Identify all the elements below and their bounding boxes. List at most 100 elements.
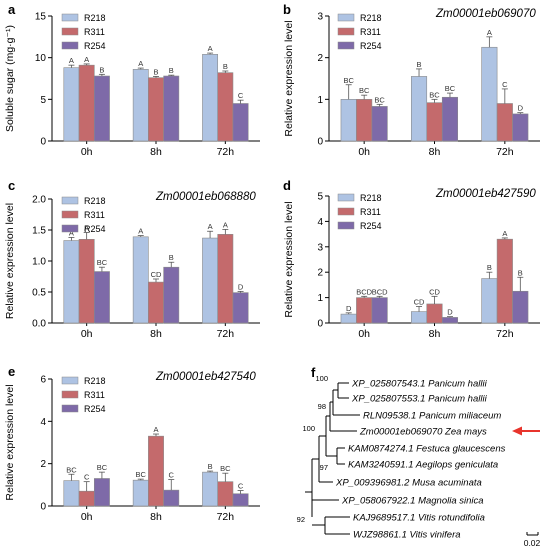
bar-R311-0h <box>356 99 373 142</box>
y-tick-label: 0.0 <box>32 319 46 330</box>
y-tick-label: 1.5 <box>32 226 46 237</box>
y-axis-label: Soluble sugar (mg·g⁻¹) <box>4 25 16 132</box>
significance-letter: BC <box>136 470 147 479</box>
x-tick-label: 72h <box>217 146 235 158</box>
panel-letter-f: f <box>311 365 316 380</box>
significance-letter: BC <box>66 465 77 474</box>
significance-letter: A <box>84 223 89 232</box>
x-tick-label: 8h <box>150 511 162 523</box>
significance-letter: B <box>169 66 174 75</box>
y-tick-label: 5 <box>317 192 323 203</box>
significance-letter: A <box>223 220 228 229</box>
significance-letter: BC <box>359 86 370 95</box>
legend-swatch-R311 <box>61 210 79 219</box>
significance-letter: BC <box>374 95 385 104</box>
x-tick-label: 0h <box>81 511 93 523</box>
bar-R218-8h <box>132 69 149 142</box>
bar-R254-72h <box>232 103 249 142</box>
bar-R254-72h <box>232 493 249 507</box>
significance-letter: D <box>447 308 453 317</box>
y-tick-label: 0.5 <box>32 288 46 299</box>
significance-letter: D <box>238 282 244 291</box>
legend-swatch-R254 <box>61 41 79 50</box>
bootstrap-value: 92 <box>297 515 305 524</box>
tree-leaf-label: Zm00001eb069070 Zea mays <box>359 427 487 438</box>
legend-label: R218 <box>84 13 106 23</box>
significance-letter: B <box>99 65 104 74</box>
significance-letter: A <box>487 28 492 37</box>
legend-label: R218 <box>84 196 106 206</box>
bar-R218-72h <box>481 278 498 324</box>
tree-leaf-label: XP_025807553.1 Panicum hallii <box>351 394 488 405</box>
bar-R311-0h <box>78 239 95 324</box>
bar-R311-0h <box>356 297 373 324</box>
legend-label: R254 <box>84 224 106 234</box>
chart-title: Zm00001eb427540 <box>155 371 256 383</box>
legend-swatch-R311 <box>337 207 355 216</box>
panel-letter-a: a <box>8 2 16 17</box>
legend-label: R218 <box>360 193 382 203</box>
significance-letter: D <box>518 104 524 113</box>
x-tick-label: 72h <box>496 328 514 340</box>
bar-R218-8h <box>410 311 428 324</box>
x-tick-label: 0h <box>81 146 93 158</box>
significance-letter: CD <box>151 270 162 279</box>
significance-letter: C <box>502 80 508 89</box>
y-tick-label: 4 <box>40 417 46 428</box>
bar-R254-0h <box>93 271 110 324</box>
bootstrap-value: 100 <box>315 374 328 383</box>
tree-leaf-label: XP_025807543.1 Panicum hallii <box>351 379 488 390</box>
y-tick-label: 3 <box>317 12 323 23</box>
significance-letter: A <box>208 44 213 53</box>
bar-R218-0h <box>63 480 80 507</box>
legend-label: R311 <box>84 390 105 400</box>
chart-title: Zm00001eb069070 <box>435 8 536 20</box>
legend-swatch-R254 <box>337 221 355 230</box>
y-tick-label: 2.0 <box>32 195 46 206</box>
tree-leaf-label: WJZ98861.1 Vitis vinifera <box>353 530 461 541</box>
significance-letter: A <box>138 227 143 236</box>
bar-R218-0h <box>63 240 80 324</box>
y-tick-label: 2 <box>40 459 46 470</box>
bar-R311-72h <box>496 103 513 142</box>
legend-label: R311 <box>360 27 381 37</box>
y-tick-label: 2 <box>317 53 323 64</box>
bootstrap-value: 98 <box>318 402 326 411</box>
significance-letter: B <box>487 263 492 272</box>
y-tick-label: 0 <box>317 319 323 330</box>
legend-swatch-R311 <box>61 27 79 36</box>
significance-letter: BC <box>343 76 354 85</box>
legend-label: R311 <box>84 27 105 37</box>
bar-R218-72h <box>202 237 219 324</box>
significance-letter: C <box>84 473 90 482</box>
bar-R311-72h <box>217 72 234 142</box>
bootstrap-value: 100 <box>302 424 315 433</box>
panel-letter-c: c <box>8 178 15 193</box>
y-tick-label: 1 <box>317 95 323 106</box>
y-tick-label: 0 <box>40 502 46 513</box>
bar-R218-8h <box>410 76 428 142</box>
legend-swatch-R254 <box>61 224 79 233</box>
y-tick-label: 1.0 <box>32 257 46 268</box>
tree-leaf-label: KAM0874274.1 Festuca glaucescens <box>348 444 506 455</box>
bar-R311-72h <box>496 238 513 324</box>
bar-R254-8h <box>441 96 459 142</box>
legend-swatch-R254 <box>61 404 79 413</box>
significance-letter: C <box>238 91 244 100</box>
significance-letter: A <box>69 228 74 237</box>
legend-label: R311 <box>84 210 105 220</box>
significance-letter: B <box>208 462 213 471</box>
legend-swatch-R218 <box>337 13 355 22</box>
bar-R254-72h <box>232 292 249 324</box>
panel-letter-d: d <box>283 178 291 193</box>
significance-letter: A <box>208 222 213 231</box>
x-tick-label: 72h <box>217 511 235 523</box>
bar-R218-72h <box>202 54 219 142</box>
bar-R218-8h <box>132 236 149 324</box>
significance-letter: B <box>518 268 523 277</box>
significance-letter: BCD <box>356 287 372 296</box>
y-tick-label: 0 <box>40 137 46 148</box>
bar-R218-0h <box>340 313 357 324</box>
